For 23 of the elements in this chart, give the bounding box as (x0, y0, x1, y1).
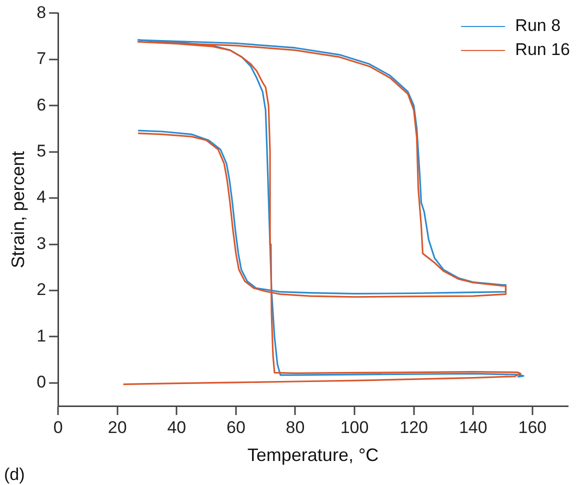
y-tick-label: 4 (36, 188, 46, 207)
x-tick-label: 120 (400, 418, 428, 437)
y-axis-title: Strain, percent (8, 151, 28, 268)
y-tick-label: 0 (36, 372, 46, 392)
legend-label: Run 16 (515, 40, 570, 60)
y-tick-label: 3 (36, 234, 46, 253)
x-axis-title: Temperature, °C (247, 445, 379, 466)
x-tick-label: 60 (226, 418, 246, 437)
text: (d) (4, 465, 25, 484)
legend-label: Run 8 (515, 16, 561, 36)
x-tick-label: 80 (286, 418, 305, 437)
x-tick-label: 20 (108, 418, 127, 437)
y-tick-label: 1 (36, 326, 46, 346)
y-tick-label: 6 (36, 95, 46, 114)
y-tick-label: 7 (36, 49, 46, 68)
y-tick-label: 8 (36, 2, 46, 22)
x-tick-label: 160 (518, 418, 547, 437)
y-tick-label: 5 (36, 142, 46, 161)
x-tick-label: 40 (167, 418, 186, 437)
x-tick-label: 100 (340, 418, 369, 437)
y-tick-label: 2 (36, 280, 46, 300)
x-tick-label: 140 (458, 418, 488, 437)
x-tick-label: 0 (53, 418, 63, 437)
